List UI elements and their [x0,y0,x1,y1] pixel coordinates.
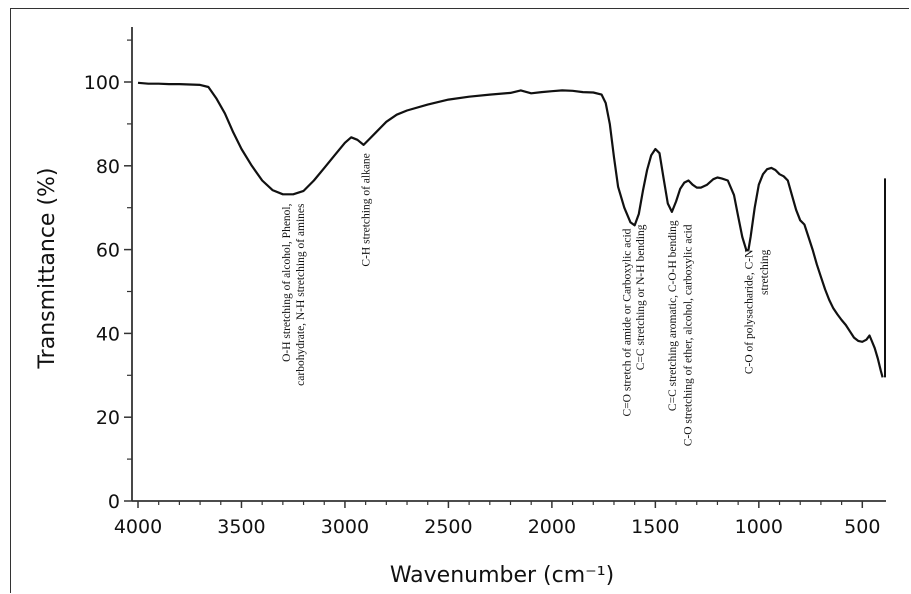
peak-annotation: C=C stretching or N-H bending [635,224,647,370]
x-ticks: 4000 3500 3000 2500 2000 1500 1000 500 [114,501,880,538]
x-tick-label: 1500 [631,516,679,538]
y-tick-label: 40 [96,323,120,345]
peak-annotation: stretching [759,249,771,295]
peak-annotation: C-H stretching of alkane [361,153,373,266]
x-tick-label: 2500 [424,516,472,538]
x-axis-title: Wavenumber (cm⁻¹) [390,563,614,588]
y-axis-title: Transmittance (%) [35,167,60,369]
x-tick-label: 4000 [114,516,162,538]
peak-annotation: C=C stretching aromatic, C-O-H bending [667,220,679,411]
y-ticks: 0 20 40 60 80 100 [84,39,132,513]
y-tick-label: 20 [96,407,120,429]
plot-area [137,81,886,378]
x-tick-label: 2000 [528,516,576,538]
y-tick-label: 60 [96,240,120,262]
x-tick-label: 3500 [217,516,265,538]
peak-annotation: C-O stretching of ether, alcohol, carbox… [682,224,694,446]
peak-annotation: C-O of polysacharide, C-N [744,249,756,374]
peak-annotations: O-H stretching of alcohol, Phenol, carboh… [281,153,771,446]
figure-frame [10,8,909,593]
peak-annotation: O-H stretching of alcohol, Phenol, carboh… [281,203,307,386]
y-tick-label: 0 [108,491,120,513]
axes [131,27,886,502]
spectrum-line [137,81,884,378]
x-tick-label: 1000 [735,516,783,538]
y-tick-label: 100 [84,72,120,94]
x-tick-label: 500 [844,516,880,538]
peak-annotation: C=O stretch of amide or Carboxylic acid [621,228,633,416]
x-tick-label: 3000 [321,516,369,538]
y-tick-label: 80 [96,156,120,178]
